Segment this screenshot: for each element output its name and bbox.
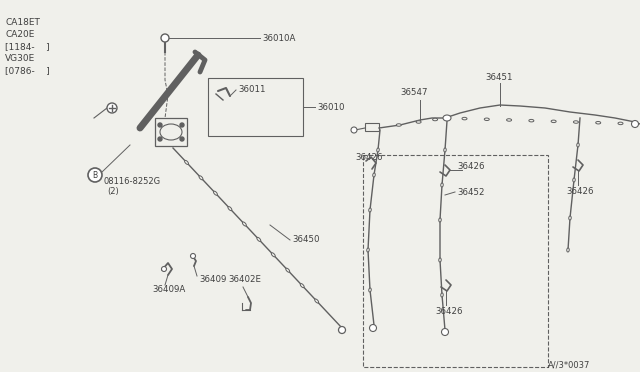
Ellipse shape xyxy=(300,283,304,288)
Circle shape xyxy=(161,266,166,272)
Ellipse shape xyxy=(529,119,534,122)
Ellipse shape xyxy=(573,121,579,123)
Ellipse shape xyxy=(369,288,371,292)
Circle shape xyxy=(369,324,376,331)
Bar xyxy=(365,123,379,131)
Text: 36452: 36452 xyxy=(457,188,484,197)
Text: 36011: 36011 xyxy=(238,85,266,94)
Ellipse shape xyxy=(372,173,375,177)
Ellipse shape xyxy=(243,222,246,226)
Text: 36426: 36426 xyxy=(457,162,484,171)
Circle shape xyxy=(107,103,117,113)
Ellipse shape xyxy=(441,183,444,187)
Ellipse shape xyxy=(443,115,451,121)
Circle shape xyxy=(442,328,449,336)
Ellipse shape xyxy=(416,121,421,123)
Text: 36409A: 36409A xyxy=(152,285,185,294)
Ellipse shape xyxy=(441,293,444,297)
Ellipse shape xyxy=(484,118,490,121)
Ellipse shape xyxy=(439,258,441,262)
Text: 36010: 36010 xyxy=(317,103,344,112)
Ellipse shape xyxy=(439,218,441,222)
Ellipse shape xyxy=(315,299,319,303)
Text: B: B xyxy=(92,170,97,180)
Ellipse shape xyxy=(433,118,438,121)
Text: CA20E: CA20E xyxy=(5,30,35,39)
Ellipse shape xyxy=(367,248,369,252)
Ellipse shape xyxy=(567,248,569,252)
Text: CA18ET: CA18ET xyxy=(5,18,40,27)
Text: 36010A: 36010A xyxy=(262,34,296,43)
Ellipse shape xyxy=(286,268,290,272)
Text: A//3*0037: A//3*0037 xyxy=(548,360,590,369)
Bar xyxy=(363,155,548,367)
Circle shape xyxy=(180,137,184,141)
Ellipse shape xyxy=(577,143,579,147)
Ellipse shape xyxy=(569,216,572,220)
Ellipse shape xyxy=(271,253,275,257)
Ellipse shape xyxy=(507,119,511,121)
Circle shape xyxy=(161,34,169,42)
Text: 36547: 36547 xyxy=(400,88,428,97)
Ellipse shape xyxy=(573,178,575,182)
Ellipse shape xyxy=(596,122,601,124)
Ellipse shape xyxy=(396,124,401,126)
Text: 36402E: 36402E xyxy=(228,275,261,284)
Ellipse shape xyxy=(369,208,371,212)
Ellipse shape xyxy=(551,120,556,123)
Text: 36426: 36426 xyxy=(435,307,463,316)
Circle shape xyxy=(351,127,357,133)
Text: [0786-    ]: [0786- ] xyxy=(5,66,50,75)
Circle shape xyxy=(191,253,195,259)
Circle shape xyxy=(88,168,102,182)
Text: (2): (2) xyxy=(107,187,119,196)
Text: 36451: 36451 xyxy=(485,73,513,82)
Text: 36450: 36450 xyxy=(292,235,319,244)
Bar xyxy=(155,118,187,146)
Circle shape xyxy=(158,123,162,127)
Text: 36426: 36426 xyxy=(355,153,383,162)
Circle shape xyxy=(180,123,184,127)
Circle shape xyxy=(339,327,346,334)
Ellipse shape xyxy=(214,191,218,195)
Text: [1184-    ]: [1184- ] xyxy=(5,42,50,51)
Ellipse shape xyxy=(462,117,467,120)
Ellipse shape xyxy=(377,148,380,152)
Text: VG30E: VG30E xyxy=(5,54,35,63)
Bar xyxy=(208,78,303,136)
Text: 36409: 36409 xyxy=(199,275,227,284)
Ellipse shape xyxy=(228,206,232,211)
Ellipse shape xyxy=(199,176,203,180)
Ellipse shape xyxy=(184,160,188,164)
Ellipse shape xyxy=(257,237,260,241)
Text: 08116-8252G: 08116-8252G xyxy=(103,177,160,186)
Circle shape xyxy=(158,137,162,141)
Ellipse shape xyxy=(618,122,623,125)
Text: 36426: 36426 xyxy=(566,187,593,196)
Ellipse shape xyxy=(444,148,446,152)
Circle shape xyxy=(632,121,639,128)
